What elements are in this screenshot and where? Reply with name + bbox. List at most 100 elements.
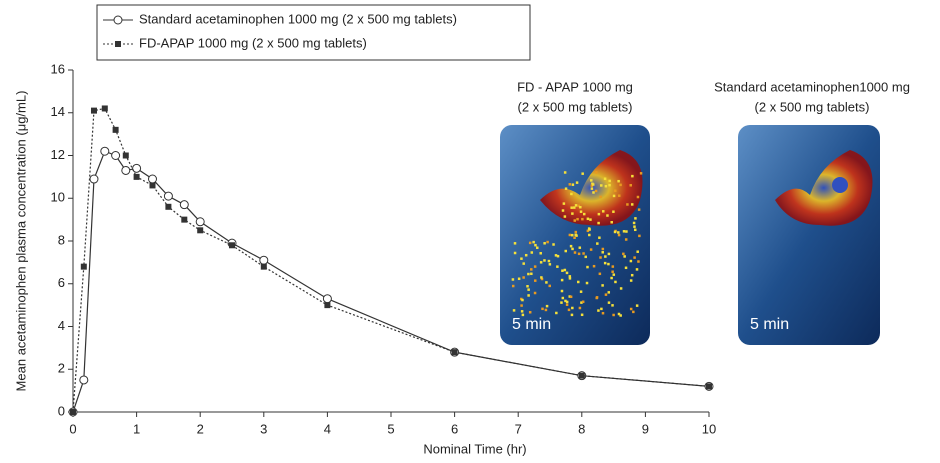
scan-dot <box>564 299 567 303</box>
y-tick-label: 8 <box>58 232 65 247</box>
scan-dot <box>586 217 590 221</box>
scan-dot <box>565 271 569 275</box>
scan-dot <box>556 265 559 268</box>
scan-dot <box>578 306 582 310</box>
y-tick-label: 6 <box>58 275 65 290</box>
scan-dot <box>540 277 544 281</box>
scan-dot <box>591 183 595 186</box>
scan-dot <box>576 217 579 221</box>
scan-panel <box>500 125 650 345</box>
scan-dot <box>548 284 551 288</box>
scan-dot <box>575 181 579 184</box>
scan-dot <box>600 184 603 187</box>
scan-dot <box>539 261 543 264</box>
y-tick-label: 2 <box>58 361 65 376</box>
data-point <box>112 126 119 133</box>
x-tick-label: 1 <box>133 421 140 436</box>
scan-dot <box>622 252 625 256</box>
scan-dot <box>554 254 558 257</box>
scan-dot <box>545 304 549 308</box>
scan-dot <box>570 192 573 196</box>
scan-dot <box>581 217 584 221</box>
scan-dot <box>528 311 532 314</box>
x-tick-label: 8 <box>578 421 585 436</box>
scan-dot <box>608 179 611 183</box>
scan-dot <box>608 183 611 187</box>
scan-dot <box>598 272 602 276</box>
scan-dot <box>624 266 628 270</box>
scan-dot <box>617 194 621 197</box>
data-point <box>163 191 173 201</box>
x-tick-label: 5 <box>387 421 394 436</box>
y-axis-label: Mean acetaminophen plasma concentration … <box>13 91 28 392</box>
scan-dot <box>588 233 591 237</box>
scan-dot <box>568 275 572 278</box>
scan-dot <box>571 183 575 186</box>
scan-dot <box>570 206 573 209</box>
scan-dot <box>580 301 583 304</box>
scan-dot <box>522 262 525 265</box>
scan-dot <box>562 202 566 205</box>
scan-dot <box>556 254 560 258</box>
scan-dot <box>581 172 584 175</box>
scan-dot <box>603 261 607 265</box>
scan-dot <box>527 272 530 276</box>
scan-dot <box>639 172 643 175</box>
scan-dot <box>582 212 586 216</box>
scan-dot <box>612 273 616 276</box>
data-point <box>165 203 172 210</box>
scan-dot <box>534 243 537 247</box>
scan-dot <box>595 296 598 300</box>
scan-dot <box>594 189 598 193</box>
data-point <box>706 383 712 390</box>
scan-dot <box>612 194 616 198</box>
scan-dot <box>617 231 620 234</box>
scan-dot <box>517 277 521 281</box>
data-point <box>181 216 188 223</box>
scan-dot <box>636 195 640 199</box>
data-point <box>149 182 156 189</box>
x-tick-label: 6 <box>451 421 458 436</box>
scan-dot <box>568 295 571 298</box>
scan-dot <box>565 303 569 306</box>
scan-dot <box>527 288 530 291</box>
scan-dot <box>579 210 583 213</box>
scan-dot <box>511 278 515 281</box>
y-tick-label: 14 <box>51 104 65 119</box>
scan-dot <box>512 309 516 312</box>
scan-dot <box>617 312 621 316</box>
scan-dot <box>544 308 548 312</box>
panel-label: 5 min <box>750 316 789 333</box>
scan-dot <box>521 313 525 317</box>
data-point <box>132 163 142 173</box>
scan-dot <box>533 265 537 268</box>
y-tick-label: 0 <box>58 403 65 418</box>
data-point <box>100 146 110 156</box>
scan-dot <box>568 277 572 280</box>
scan-dot <box>565 300 569 304</box>
x-tick-label: 10 <box>702 421 716 436</box>
scan-dot <box>611 304 614 307</box>
scan-dot <box>595 171 598 174</box>
scan-dot <box>548 263 552 266</box>
scan-dot <box>611 270 614 273</box>
scan-dot <box>613 189 617 192</box>
x-tick-label: 3 <box>260 421 267 436</box>
data-point <box>122 152 129 159</box>
scan-dot <box>587 227 591 230</box>
scan-dot <box>612 313 615 317</box>
scan-dot <box>636 250 639 253</box>
scan-dot <box>602 210 605 213</box>
data-point <box>111 151 121 160</box>
scan-dot <box>521 298 524 302</box>
scan-dot <box>532 240 535 244</box>
scan-dot <box>577 252 581 256</box>
scan-dot <box>546 240 549 244</box>
scan-dot <box>570 313 574 317</box>
scan-dot <box>545 281 548 284</box>
scan-dot <box>596 242 599 245</box>
scan-dot <box>560 289 564 293</box>
scan-dot <box>569 244 573 248</box>
scan-dot <box>638 234 641 238</box>
